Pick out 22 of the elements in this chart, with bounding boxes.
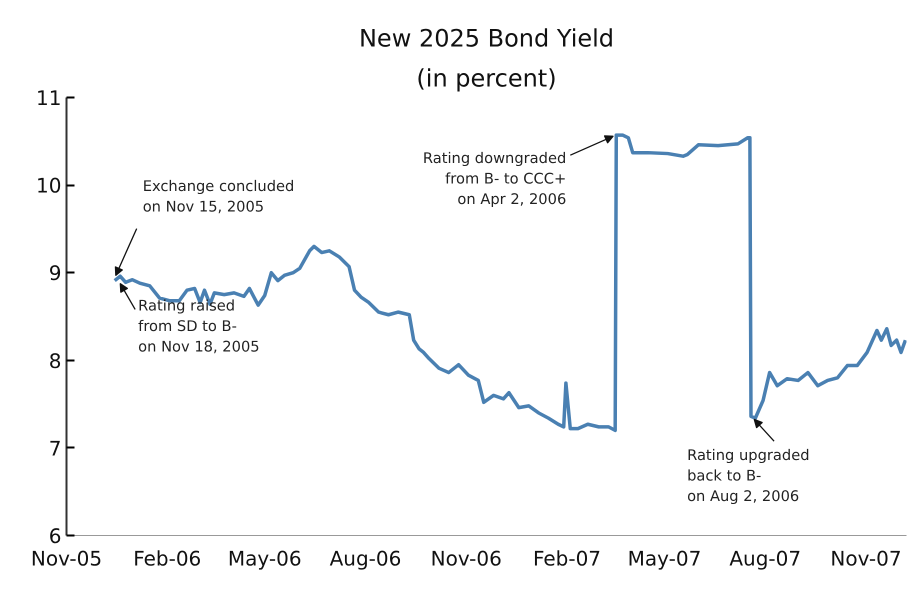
chart-title: New 2025 Bond Yield: [358, 24, 614, 52]
x-tick-label: May-06: [228, 546, 302, 570]
x-tick-label: Feb-07: [532, 546, 602, 570]
x-tick-label: Nov-06: [430, 546, 502, 570]
annotation: Rating upgraded back to B- on Aug 2, 2006: [687, 447, 810, 506]
x-tick-label: Feb-06: [133, 546, 202, 570]
x-tick-label: Aug-06: [330, 546, 402, 570]
line-series: [112, 133, 906, 432]
y-tick-label: 9: [48, 261, 62, 286]
x-tick-label: Aug-07: [729, 546, 802, 570]
y-tick-label: 6: [48, 524, 62, 548]
annotation: Rating raised from SD to B- on Nov 18, 2005: [138, 297, 260, 356]
annotation: Exchange concluded on Nov 15, 2005: [142, 178, 294, 216]
x-tick-label: Nov-05: [30, 546, 102, 570]
annotation: Rating downgraded from B- to CCC+ on Apr 2, 2006: [422, 150, 566, 208]
y-tick-label: 10: [36, 174, 62, 198]
y-tick-label: 11: [36, 86, 62, 110]
chart-subtitle: (in percent): [416, 64, 557, 92]
x-tick-label: May-07: [628, 546, 702, 570]
x-tick-label: Nov-07: [830, 546, 902, 570]
y-tick-label: 8: [48, 348, 62, 373]
y-tick-label: 7: [48, 436, 62, 460]
